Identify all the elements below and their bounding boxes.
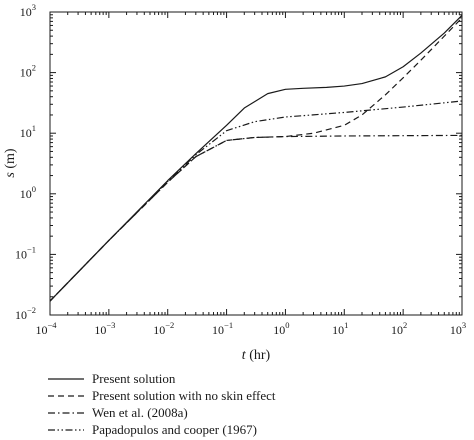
x-tick-label: 103 <box>450 320 466 337</box>
legend-swatch-dashed <box>48 394 84 397</box>
x-tick-label: 101 <box>332 320 348 337</box>
x-tick-label: 102 <box>391 320 407 337</box>
legend-item: Present solution with no skin effect <box>48 387 276 404</box>
y-tick-label: 101 <box>20 123 36 140</box>
legend-swatch-solid <box>48 377 84 380</box>
x-tick-label: 10−1 <box>212 320 233 337</box>
x-tick-labels: 10−4 10−3 10−2 10−1 100 101 102 103 <box>35 320 466 337</box>
plot-frame <box>49 11 463 316</box>
y-tick-label: 10−2 <box>15 305 36 322</box>
legend-item: Papadopulos and cooper (1967) <box>48 421 276 438</box>
y-axis-title: s (m) <box>3 148 18 178</box>
y-tick-label: 103 <box>20 2 36 19</box>
legend-label: Wen et al. (2008a) <box>92 404 188 420</box>
legend-item: Wen et al. (2008a) <box>48 404 276 421</box>
legend-item: Present solution <box>48 370 276 387</box>
x-tick-label: 10−3 <box>94 320 115 337</box>
y-tick-label: 10−1 <box>15 244 36 261</box>
series-line-dashed <box>49 17 463 302</box>
y-tick-labels: 10−2 10−1 100 101 102 103 <box>15 2 36 322</box>
y-tick-label: 102 <box>20 63 36 80</box>
series-line-solid <box>49 14 463 302</box>
series-line-dash-dot-dot <box>49 100 463 302</box>
legend-label: Papadopulos and cooper (1967) <box>92 421 257 437</box>
legend-label: Present solution with no skin effect <box>92 387 276 403</box>
x-tick-label: 10−4 <box>35 320 57 337</box>
y-tick-label: 100 <box>20 184 36 201</box>
x-tick-label: 100 <box>273 320 289 337</box>
legend-swatch-dash-dot <box>48 411 84 414</box>
x-tick-label: 10−2 <box>153 320 174 337</box>
legend-swatch-dash-dot-dot <box>48 428 84 431</box>
axis-ticks <box>49 11 463 316</box>
series-lines <box>49 14 463 302</box>
legend-label: Present solution <box>92 370 176 386</box>
log-log-chart: 10−4 10−3 10−2 10−1 100 101 102 103 10−2 10−1 100… <box>3 2 466 363</box>
x-axis-title: t (hr) <box>242 348 271 363</box>
legend: Present solution Present solution with n… <box>48 370 276 438</box>
series-line-dash-dot <box>49 134 463 302</box>
